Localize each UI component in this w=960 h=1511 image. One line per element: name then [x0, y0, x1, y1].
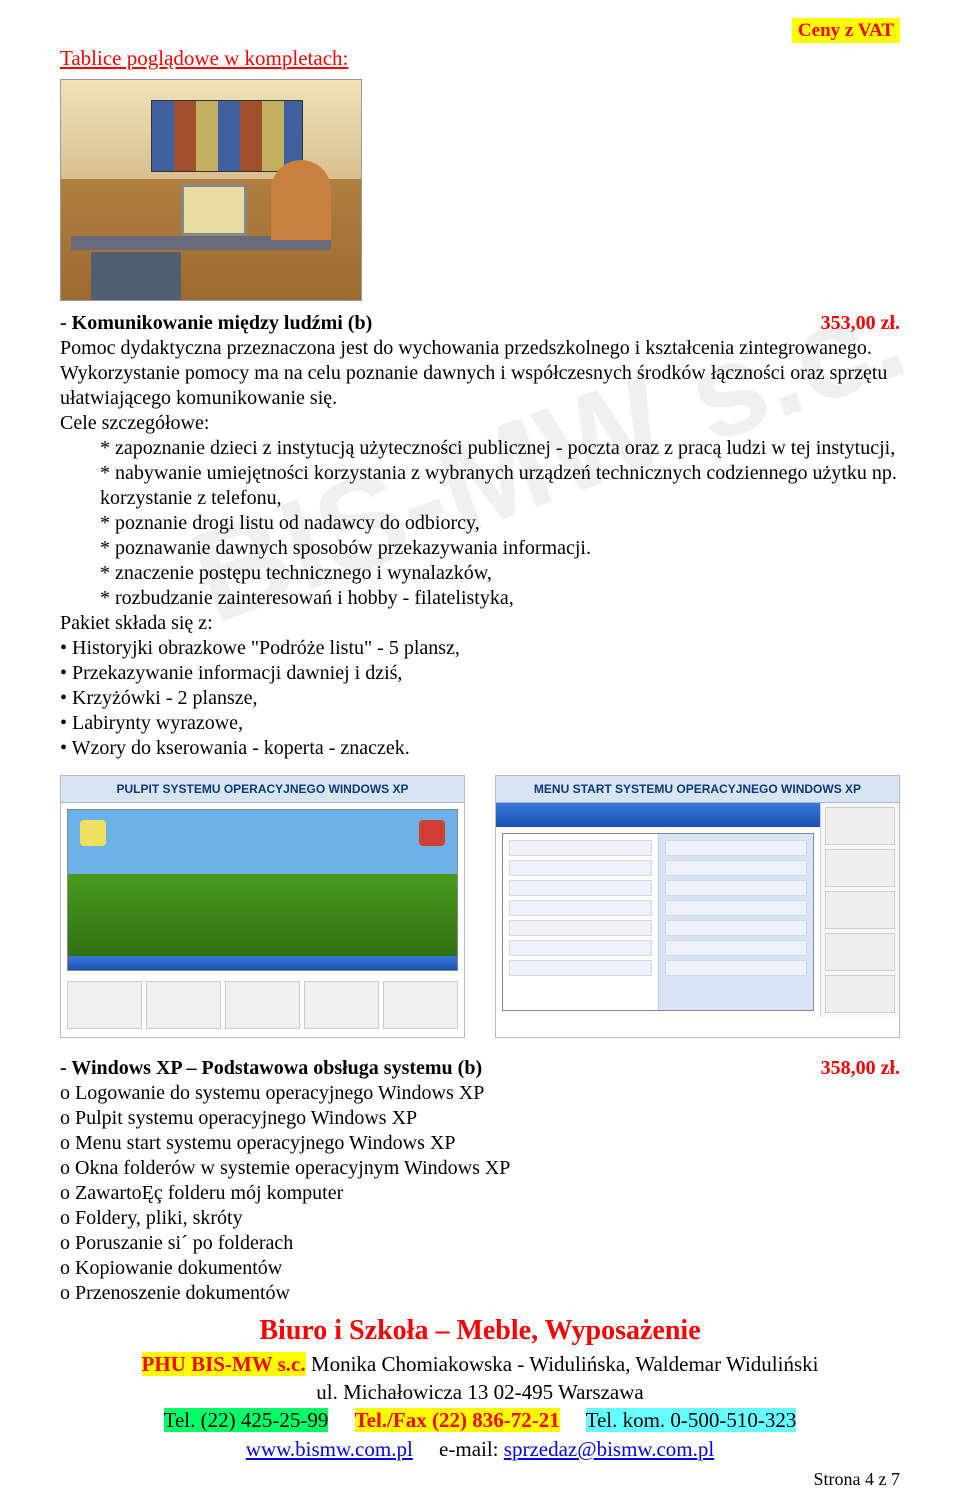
footer-tel1: Tel. (22) 425-25-99: [164, 1408, 329, 1432]
item2-block: - Windows XP – Podstawowa obsługa system…: [60, 1056, 900, 1306]
startmenu-annotations: [820, 803, 899, 1017]
item2-l5: o ZawartoĘç folderu mój komputer: [60, 1181, 900, 1206]
vat-badge-row: Ceny z VAT: [60, 20, 900, 42]
item1-pk5: • Wzory do kserowania - koperta - znacze…: [60, 736, 900, 761]
item1-cele6: * rozbudzanie zainteresowań i hobby - fi…: [60, 586, 900, 611]
startmenu-item: [665, 960, 808, 976]
startmenu-item: [509, 960, 652, 976]
annotation-box: [304, 981, 379, 1029]
illustration-person: [271, 160, 331, 240]
item2-l7: o Poruszanie si´ po folderach: [60, 1231, 900, 1256]
item1-pk4: • Labirynty wyrazowe,: [60, 711, 900, 736]
annotation-box: [825, 807, 895, 845]
footer-address: ul. Michałowicza 13 02-495 Warszawa: [60, 1378, 900, 1406]
annotation-box: [146, 981, 221, 1029]
xp-desktop-title: PULPIT SYSTEMU OPERACYJNEGO WINDOWS XP: [61, 776, 464, 803]
footer-website-link[interactable]: www.bismw.com.pl: [246, 1437, 413, 1461]
item1-pk1: • Historyjki obrazkowe "Podróże listu" -…: [60, 636, 900, 661]
startmenu-item: [665, 880, 808, 896]
startmenu-item: [509, 840, 652, 856]
item2-l8: o Kopiowanie dokumentów: [60, 1256, 900, 1281]
startmenu-right-col: [659, 834, 814, 1010]
xp-desktop-annotations: [61, 977, 464, 1037]
item1-cele3: * poznanie drogi listu od nadawcy do odb…: [60, 511, 900, 536]
footer-phones: Tel. (22) 425-25-99 Tel./Fax (22) 836-72…: [60, 1406, 900, 1434]
annotation-box: [825, 891, 895, 929]
item2-title: - Windows XP – Podstawowa obsługa system…: [60, 1056, 482, 1081]
illustration-drawer: [91, 252, 181, 300]
item1-cele5: * znaczenie postępu technicznego i wynal…: [60, 561, 900, 586]
vat-badge: Ceny z VAT: [792, 18, 900, 43]
document-page: BIS-MW s.c. Ceny z VAT Tablice poglądowe…: [0, 0, 960, 1511]
office-illustration: [60, 79, 362, 301]
item1-price: 353,00 zł.: [821, 311, 900, 336]
startmenu-left-col: [503, 834, 659, 1010]
startmenu-item: [665, 900, 808, 916]
item1-pk3: • Krzyżówki - 2 plansze,: [60, 686, 900, 711]
xp-card-desktop: PULPIT SYSTEMU OPERACYJNEGO WINDOWS XP: [60, 775, 465, 1038]
footer-line-owners: PHU BIS-MW s.c. Monika Chomiakowska - Wi…: [60, 1350, 900, 1378]
footer-web-email: www.bismw.com.pl e-mail: sprzedaz@bismw.…: [60, 1435, 900, 1463]
illustration-shelves: [151, 100, 303, 172]
annotation-box: [825, 933, 895, 971]
footer-business-name: Biuro i Szkoła – Meble, Wyposażenie: [60, 1312, 900, 1350]
item1-pakiet-head: Pakiet składa się z:: [60, 611, 900, 636]
item1-pk2: • Przekazywanie informacji dawniej i dzi…: [60, 661, 900, 686]
item2-l2: o Pulpit systemu operacyjnego Windows XP: [60, 1106, 900, 1131]
xp-screenshots-row: PULPIT SYSTEMU OPERACYJNEGO WINDOWS XP M…: [60, 775, 900, 1038]
startmenu-item: [509, 920, 652, 936]
item1-header-row: - Komunikowanie między ludźmi (b) 353,00…: [60, 311, 900, 336]
item2-l6: o Foldery, pliki, skróty: [60, 1206, 900, 1231]
illustration-monitor: [181, 184, 247, 236]
startmenu-item: [665, 920, 808, 936]
xp-desktop-preview: [67, 809, 458, 971]
item2-l1: o Logowanie do systemu operacyjnego Wind…: [60, 1081, 900, 1106]
item1-title: - Komunikowanie między ludźmi (b): [60, 311, 372, 336]
annotation-box: [225, 981, 300, 1029]
annotation-box: [67, 981, 142, 1029]
xp-card-startmenu: MENU START SYSTEMU OPERACYJNEGO WINDOWS …: [495, 775, 900, 1038]
startmenu-preview: [502, 833, 814, 1011]
item2-l9: o Przenoszenie dokumentów: [60, 1281, 900, 1306]
footer-owners: Monika Chomiakowska - Widulińska, Waldem…: [306, 1352, 819, 1376]
startmenu-item: [509, 940, 652, 956]
item1-cele2: * nabywanie umiejętności korzystania z w…: [60, 461, 900, 511]
startmenu-item: [665, 860, 808, 876]
item2-l4: o Okna folderów w systemie operacyjnym W…: [60, 1156, 900, 1181]
desktop-icon: [80, 820, 106, 846]
desktop-icon: [419, 820, 445, 846]
startmenu-item: [509, 860, 652, 876]
startmenu-item: [665, 940, 808, 956]
section-title: Tablice poglądowe w kompletach:: [60, 46, 900, 71]
item2-price: 358,00 zł.: [821, 1056, 900, 1081]
item1-cele4: * poznawanie dawnych sposobów przekazywa…: [60, 536, 900, 561]
footer-email-label: e-mail:: [439, 1437, 504, 1461]
item2-header-row: - Windows XP – Podstawowa obsługa system…: [60, 1056, 900, 1081]
page-footer: Biuro i Szkoła – Meble, Wyposażenie PHU …: [60, 1312, 900, 1491]
startmenu-item: [665, 840, 808, 856]
footer-email-link[interactable]: sprzedaz@bismw.com.pl: [504, 1437, 714, 1461]
xp-startmenu-title: MENU START SYSTEMU OPERACYJNEGO WINDOWS …: [496, 776, 899, 803]
item1-block: - Komunikowanie między ludźmi (b) 353,00…: [60, 311, 900, 761]
item1-cele1: * zapoznanie dzieci z instytucją użytecz…: [60, 436, 900, 461]
item1-description: Pomoc dydaktyczna przeznaczona jest do w…: [60, 336, 900, 411]
footer-phu: PHU BIS-MW s.c.: [142, 1352, 306, 1376]
footer-tel2: Tel./Fax (22) 836-72-21: [355, 1408, 560, 1432]
item2-l3: o Menu start systemu operacyjnego Window…: [60, 1131, 900, 1156]
item1-cele-head: Cele szczegółowe:: [60, 411, 900, 436]
page-number: Strona 4 z 7: [60, 1467, 900, 1491]
annotation-box: [825, 975, 895, 1013]
startmenu-item: [509, 900, 652, 916]
footer-tel3: Tel. kom. 0-500-510-323: [586, 1408, 797, 1432]
startmenu-header: [496, 803, 820, 827]
annotation-box: [383, 981, 458, 1029]
startmenu-item: [509, 880, 652, 896]
annotation-box: [825, 849, 895, 887]
